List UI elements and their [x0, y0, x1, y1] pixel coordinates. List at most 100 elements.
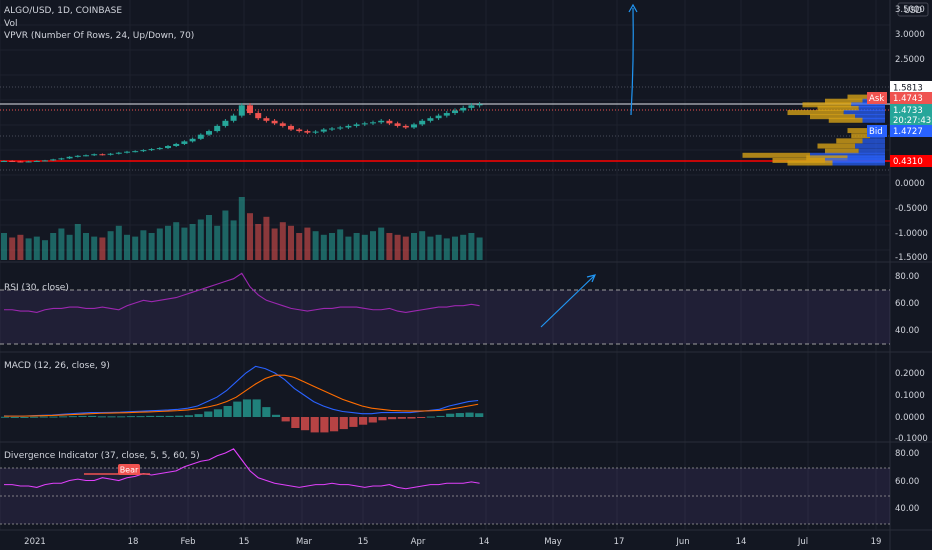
candle-body: [460, 107, 467, 111]
macd-hist-bar: [20, 417, 29, 418]
candlesticks: [1, 102, 483, 163]
time-axis[interactable]: 2021 18 Feb 15 Mar 15 Apr 14 May 17 Jun 14 Jul 19: [24, 537, 881, 547]
volume-bar: [115, 225, 122, 260]
macd-hist-bar: [320, 417, 329, 433]
candle-body: [288, 125, 294, 130]
candle-body: [361, 123, 368, 125]
volume-bar: [337, 229, 344, 260]
svg-text:1.5813: 1.5813: [893, 84, 923, 94]
candle-body: [17, 161, 24, 163]
vp-down: [855, 114, 885, 120]
svg-text:Ask: Ask: [869, 94, 884, 104]
candle-body: [50, 159, 57, 161]
macd-hist-bar: [465, 412, 474, 417]
candle-body: [173, 143, 180, 147]
candle-body: [263, 118, 270, 121]
volume-bar: [25, 238, 32, 260]
macd-hist-bar: [426, 416, 435, 418]
svg-text:1.4743: 1.4743: [893, 94, 923, 104]
vp-down: [858, 105, 885, 111]
vp-up: [847, 94, 874, 100]
macd-hist-bar: [300, 417, 310, 431]
volume-bar: [320, 234, 327, 260]
vpvr-label[interactable]: VPVR (Number Of Rows, 24, Up/Down, 70): [4, 31, 194, 41]
candle-body: [189, 138, 196, 142]
vp-up: [851, 133, 870, 139]
macd-hist-bar: [49, 416, 58, 418]
macd-hist-bar: [136, 416, 145, 418]
candle-body: [25, 161, 32, 163]
macd-hist-bar: [30, 416, 39, 418]
divergence-line: [4, 448, 480, 490]
div-title[interactable]: Divergence Indicator (37, close, 5, 5, 6…: [4, 451, 200, 461]
price-axis[interactable]: 3.0000 2.5000 0.0000 -0.5000 -1.0000 -1.…: [895, 5, 928, 263]
macd-hist-bar: [455, 413, 464, 417]
volume-bar: [476, 237, 483, 260]
currency-selector[interactable]: USD: [897, 2, 929, 17]
trend-arrow-price[interactable]: [628, 3, 638, 116]
svg-text:Bid: Bid: [869, 127, 883, 137]
volume-bar: [394, 234, 401, 260]
volume-bar: [50, 233, 57, 260]
vp-down: [843, 110, 885, 116]
candle-body: [443, 113, 450, 116]
rsi-tick: 40.00: [895, 326, 919, 336]
vp-down: [858, 148, 885, 154]
macd-axis[interactable]: 0.2000 0.1000 0.0000 -0.1000: [895, 369, 928, 444]
candle-body: [329, 128, 335, 130]
candle-body: [66, 156, 73, 159]
vp-up: [828, 117, 863, 123]
rsi-axis[interactable]: 80.00 60.00 40.00: [895, 272, 919, 336]
vp-up: [787, 160, 833, 166]
candle-body: [345, 125, 352, 128]
volume-bar: [238, 197, 245, 260]
macd-hist-bar: [165, 415, 174, 417]
volume-bar: [222, 210, 229, 260]
volume-bar: [443, 238, 450, 260]
volume-bar: [91, 236, 98, 260]
candle-body: [1, 160, 7, 162]
macd-title[interactable]: MACD (12, 26, close, 9): [4, 361, 110, 371]
macd-hist-bar: [436, 415, 445, 417]
rsi-title[interactable]: RSI (30, close): [4, 283, 69, 293]
candle-body: [156, 148, 163, 150]
macd-hist-bar: [446, 413, 455, 417]
macd-hist-bar: [291, 417, 300, 428]
trend-arrow-rsi[interactable]: [540, 274, 597, 328]
div-axis[interactable]: 80.00 60.00 40.00: [895, 449, 919, 514]
volume-bar: [9, 237, 16, 260]
candle-body: [337, 127, 344, 129]
macd-hist-bar: [184, 415, 194, 417]
candle-body: [165, 146, 171, 149]
macd-hist-bar: [88, 415, 97, 417]
candle-body: [9, 160, 16, 162]
macd-hist-bar: [107, 416, 116, 418]
vp-down: [862, 138, 885, 144]
macd-hist-bar: [378, 417, 387, 421]
rsi-band: [0, 290, 890, 344]
vol-label[interactable]: Vol: [4, 19, 17, 29]
candle-body: [411, 124, 417, 128]
candle-body: [83, 155, 89, 157]
candle-body: [181, 141, 188, 144]
volume-bar: [17, 234, 24, 260]
candle-body: [402, 125, 409, 128]
candle-body: [124, 151, 130, 153]
macd-hist-bar: [194, 414, 203, 417]
macd-hist-bar: [388, 417, 397, 420]
candle-body: [353, 124, 360, 126]
macd-tick: 0.2000: [895, 369, 925, 379]
vp-up: [772, 157, 825, 163]
candle-body: [74, 155, 81, 157]
candle-body: [452, 110, 458, 114]
high-price-marker: 1.5813: [890, 81, 932, 94]
symbol-title[interactable]: ALGO/USD, 1D, COINBASE: [4, 6, 122, 16]
volume-bar: [378, 227, 385, 260]
volume-bar: [156, 228, 163, 260]
macd-hist-bar: [252, 399, 261, 417]
macd-hist-bar: [242, 399, 252, 417]
macd-hist-bar: [146, 415, 155, 417]
candle-body: [107, 153, 114, 155]
